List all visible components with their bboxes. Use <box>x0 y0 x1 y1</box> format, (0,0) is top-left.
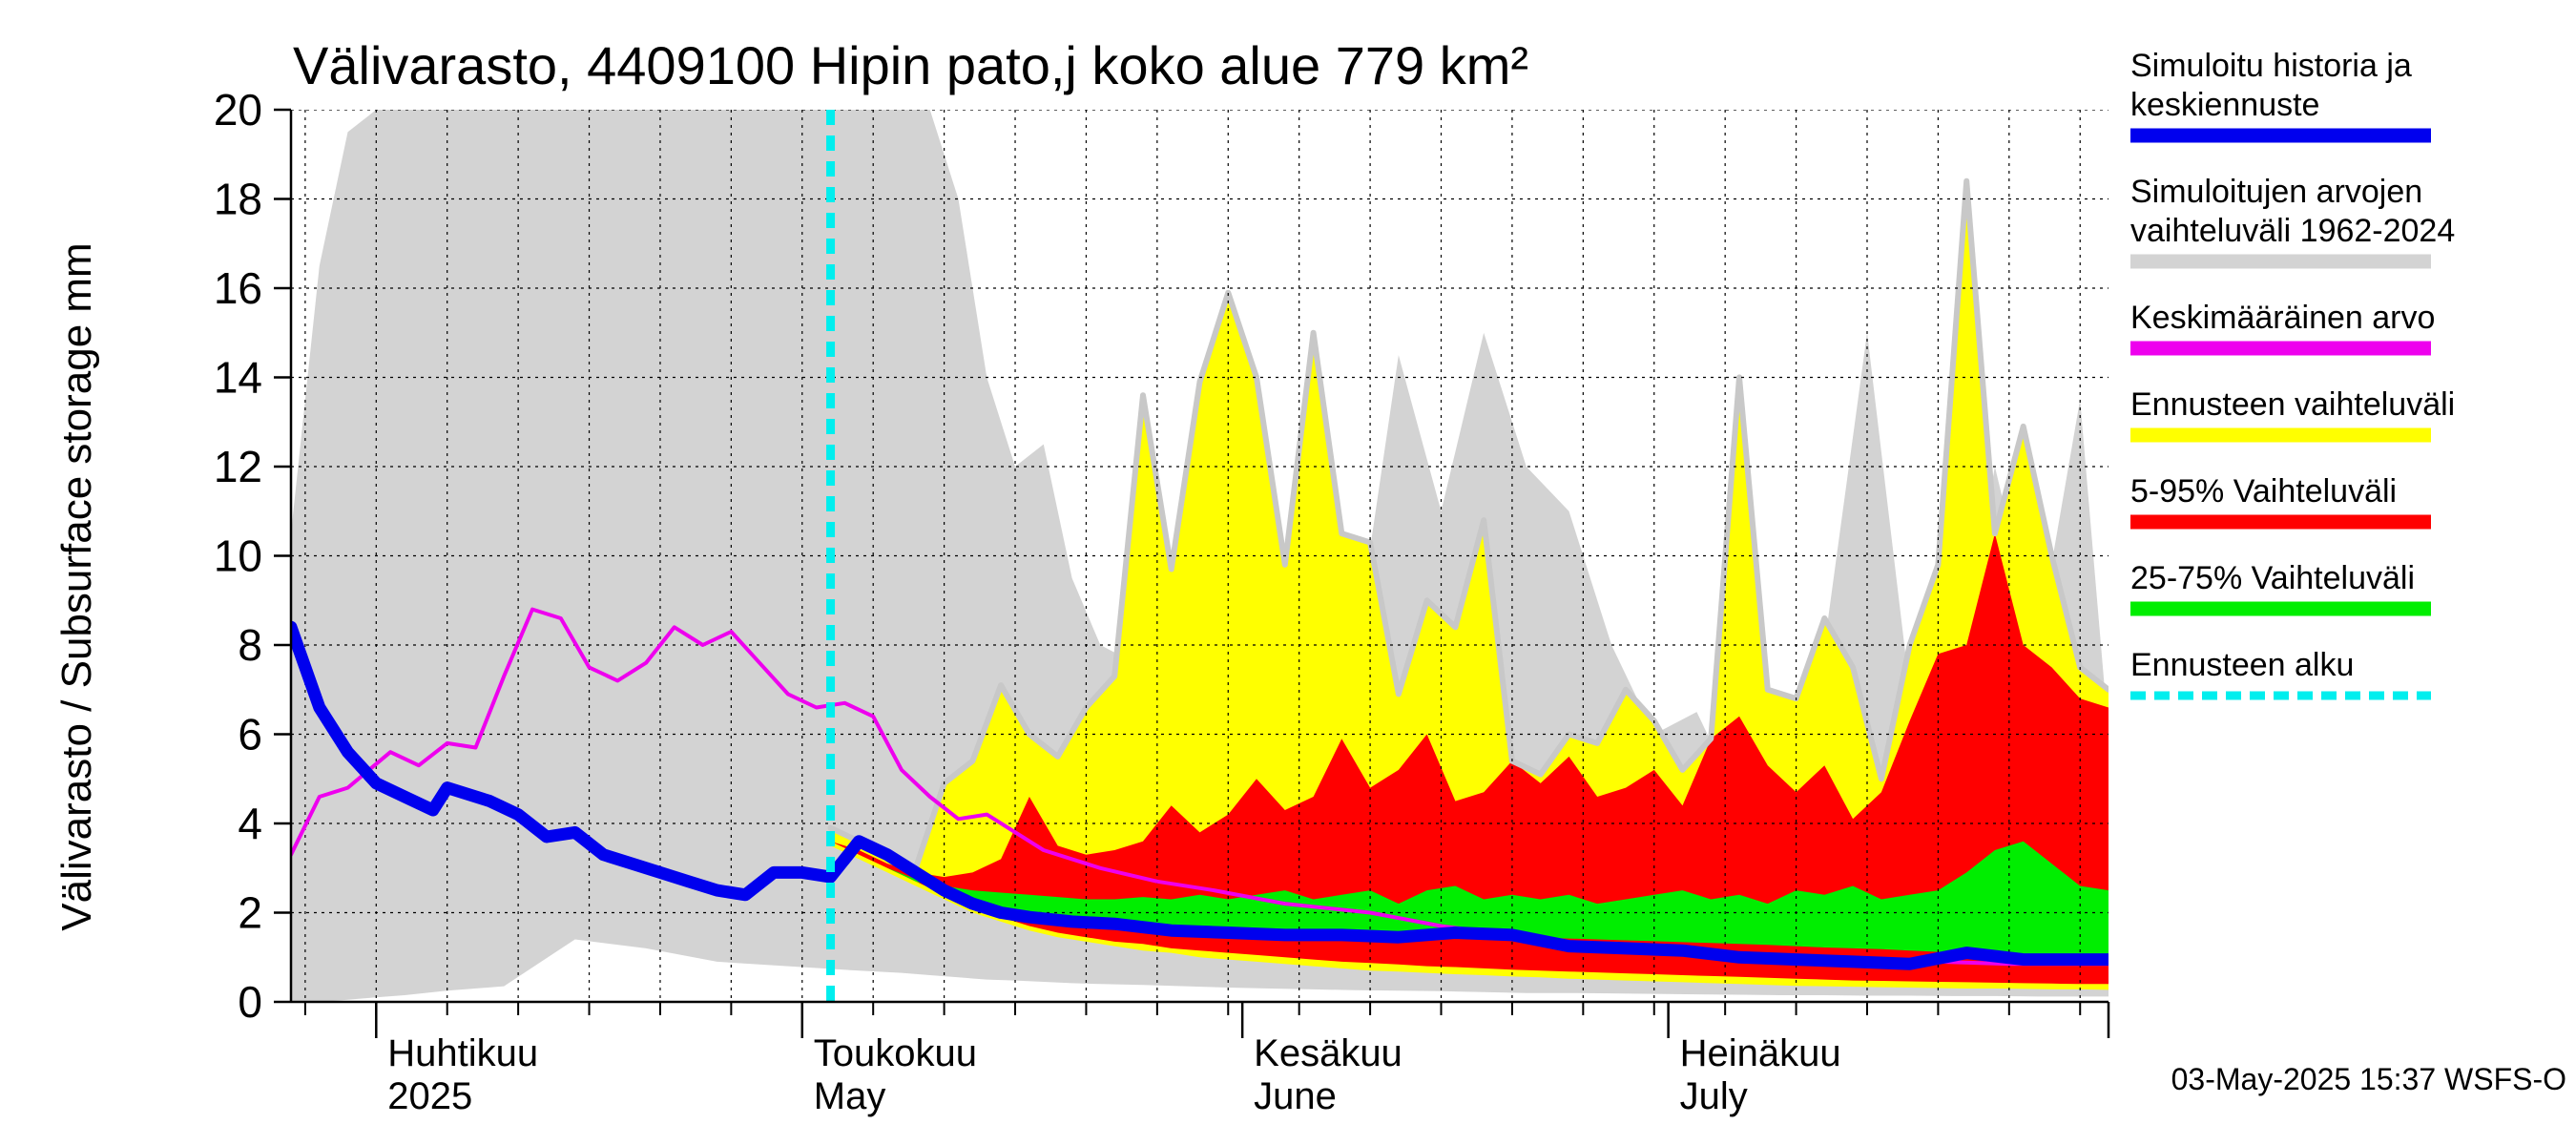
legend-label: Simuloitu historia ja <box>2130 48 2412 84</box>
chart-title: Välivarasto, 4409100 Hipin pato,j koko a… <box>293 35 1528 95</box>
legend-label: keskiennuste <box>2130 87 2319 123</box>
legend-label: Simuloitujen arvojen <box>2130 174 2422 210</box>
y-tick-label: 2 <box>238 888 262 938</box>
p25-p75-band <box>830 841 2109 956</box>
legend-label: vaihteluväli 1962-2024 <box>2130 213 2455 249</box>
forecast-max-line <box>827 177 2109 871</box>
y-tick-label: 4 <box>238 799 262 848</box>
legend-label: Ennusteen alku <box>2130 647 2354 683</box>
y-tick-label: 12 <box>214 442 262 491</box>
legend-label: 5-95% Vaihteluväli <box>2130 473 2397 510</box>
footer-timestamp: 03-May-2025 15:37 WSFS-O <box>2171 1062 2566 1096</box>
month-label-fi: Kesäkuu <box>1254 1032 1402 1074</box>
y-tick-label: 6 <box>238 710 262 760</box>
month-label-en: June <box>1254 1075 1337 1117</box>
y-tick-label: 8 <box>238 620 262 670</box>
legend-label: Ennusteen vaihteluväli <box>2130 386 2455 423</box>
y-tick-label: 0 <box>238 977 262 1027</box>
y-tick-label: 16 <box>214 263 262 313</box>
p5-p95-band <box>830 533 2109 985</box>
y-axis-label: Välivarasto / Subsurface storage mm <box>53 242 100 930</box>
month-label-fi: Huhtikuu <box>387 1032 538 1074</box>
month-label-en: 2025 <box>387 1075 472 1117</box>
legend-label: 25-75% Vaihteluväli <box>2130 560 2415 596</box>
month-label-fi: Toukokuu <box>814 1032 977 1074</box>
plot-area <box>291 110 2109 1002</box>
month-label-en: July <box>1680 1075 1748 1117</box>
y-tick-label: 18 <box>214 175 262 224</box>
month-label-en: May <box>814 1075 886 1117</box>
y-tick-label: 14 <box>214 353 262 403</box>
y-tick-label: 20 <box>214 85 262 135</box>
month-label-fi: Heinäkuu <box>1680 1032 1841 1074</box>
y-tick-label: 10 <box>214 531 262 581</box>
legend-label: Keskimääräinen arvo <box>2130 300 2435 336</box>
plot-layers <box>291 110 2109 1002</box>
median-line <box>291 620 2109 970</box>
